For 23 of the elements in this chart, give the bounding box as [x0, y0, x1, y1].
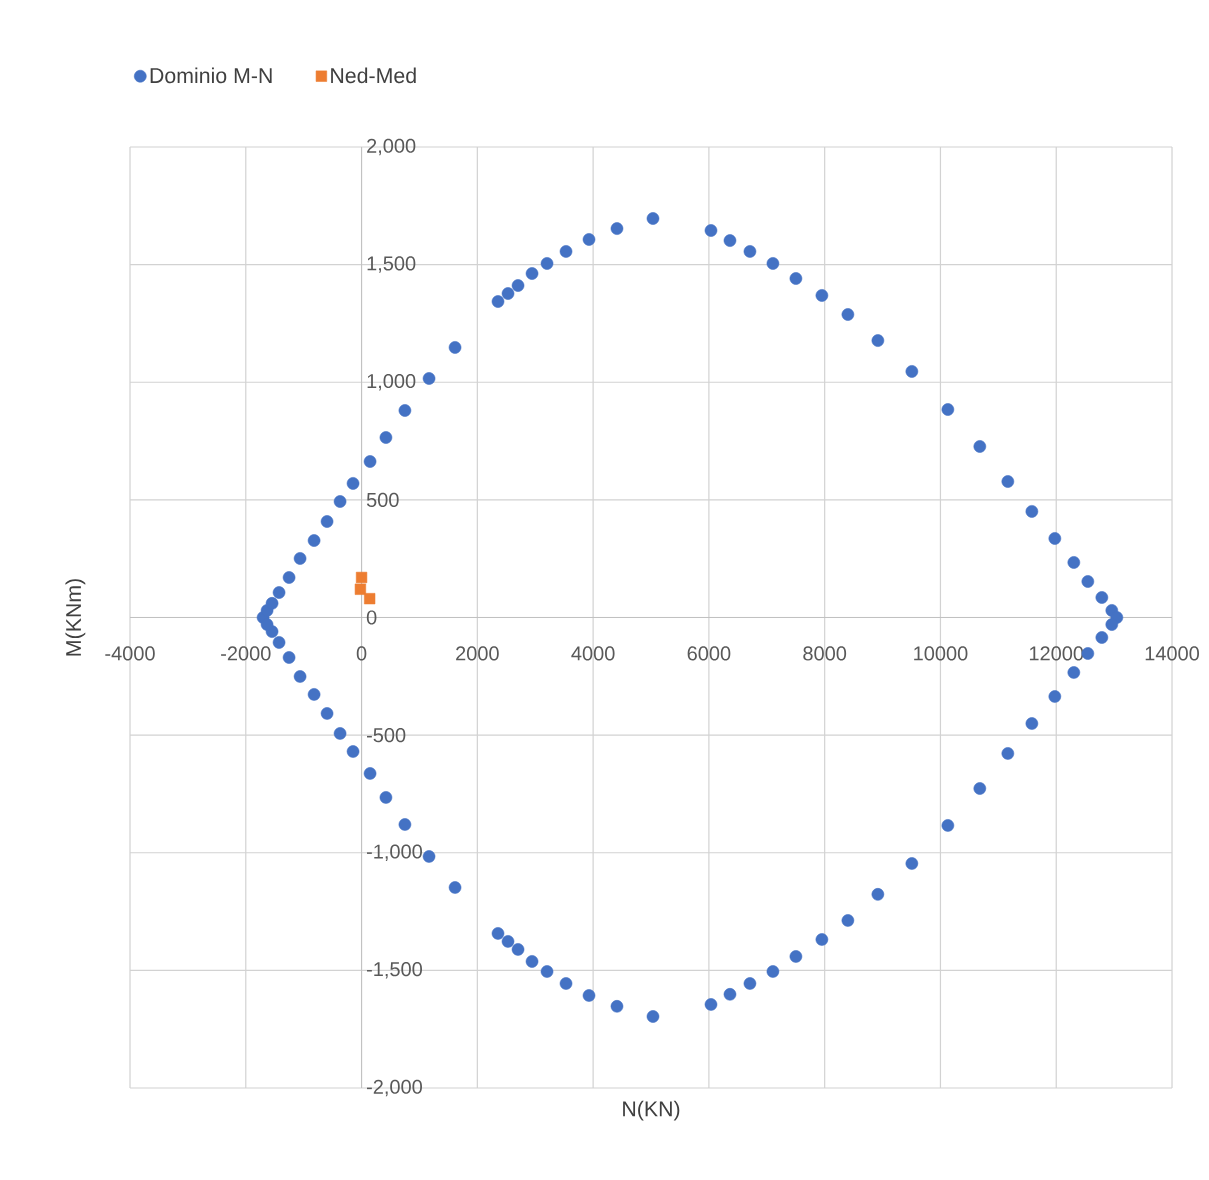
x-tick-label: 10000: [914, 646, 968, 661]
x-tick-label: 12000: [1029, 646, 1084, 661]
x-tick-label: -4000: [105, 646, 155, 661]
legend-label: Dominio M-N: [150, 67, 272, 84]
y-tick-label: -1,000: [366, 844, 423, 861]
x-tick-label: 8000: [803, 646, 847, 661]
y-tick-label: 500: [366, 492, 399, 507]
x-tick-label: -2000: [221, 646, 271, 661]
x-axis-title: N(KN): [623, 1100, 680, 1121]
y-tick-label: 1,000: [367, 373, 416, 391]
y-tick-label: -1,500: [366, 962, 423, 979]
y-axis-title: M(KNm): [65, 579, 86, 656]
x-tick-label: 2000: [456, 646, 499, 661]
x-tick-label: 4000: [571, 646, 615, 661]
y-tick-label: -2,000: [366, 1079, 423, 1097]
legend-label: Ned-Med: [331, 67, 416, 84]
y-tick-label: 0: [366, 610, 377, 625]
x-tick-label: 14000: [1145, 646, 1200, 661]
x-tick-label: 6000: [687, 646, 731, 661]
y-tick-label: 1,500: [367, 256, 416, 273]
x-tick-label: 0: [356, 646, 367, 661]
y-tick-label: 2,000: [367, 138, 416, 156]
y-tick-label: -500: [366, 728, 406, 743]
